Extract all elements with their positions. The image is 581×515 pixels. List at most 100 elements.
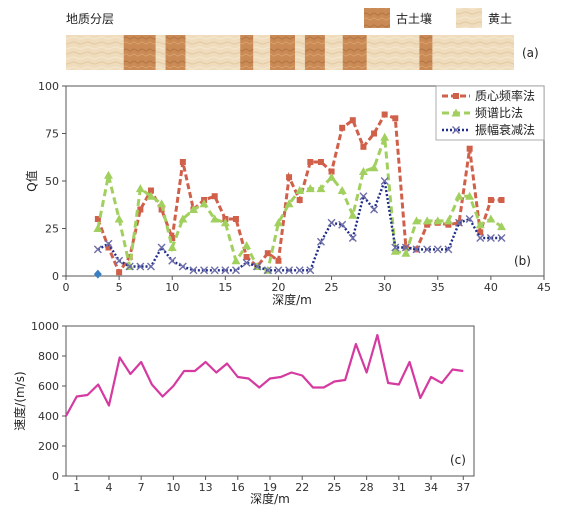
c-xtick-label-0: 1 — [73, 481, 80, 494]
b-series-0-point-7 — [169, 235, 176, 241]
b-series-2-point-21 — [316, 237, 325, 246]
b-series-0-point-5 — [147, 187, 154, 194]
b-series-1-point-1 — [103, 170, 113, 179]
b-ytick-label-0: 0 — [52, 270, 59, 283]
b-series-1-point-10 — [199, 199, 209, 208]
b-series-1-point-28 — [390, 246, 400, 255]
b-series-0-point-33 — [445, 221, 452, 228]
legend-marker-2 — [452, 126, 460, 134]
b-series-1-point-32 — [433, 216, 443, 225]
b-series-1-point-19 — [295, 186, 305, 194]
b-series-1-point-6 — [157, 199, 167, 208]
b-ytick-label-3: 75 — [45, 128, 59, 141]
b-series-1-point-21 — [316, 184, 326, 193]
b-xtick-label-8: 40 — [484, 281, 498, 294]
b-series-2-point-12 — [221, 266, 230, 275]
b-series-2-point-34 — [455, 218, 464, 227]
legend-marker-0 — [453, 93, 459, 99]
paleosol-layer-1 — [165, 35, 186, 70]
b-series-0-point-14 — [243, 254, 250, 260]
c-xtick-label-6: 19 — [263, 481, 277, 494]
b-series-2-point-9 — [189, 266, 198, 275]
b-series-0-point-35 — [466, 145, 473, 152]
paleosol-layer-3 — [270, 35, 295, 70]
b-series-1-point-5 — [146, 191, 156, 200]
b-series-0-point-26 — [371, 130, 378, 137]
b-series-2-point-6 — [157, 243, 166, 252]
b-series-2-point-22 — [327, 218, 336, 227]
panel-c-ylabel: 速度/(m/s) — [12, 371, 27, 430]
b-series-0-point-0 — [94, 216, 101, 222]
b-series-2-point-23 — [338, 220, 347, 229]
panel-c-xlabel: 深度/m — [250, 491, 290, 506]
panel-c-axes: 1 4 7 10 13 16 19 22 25 28 31 34 37 0 200 400 600 800 1000 — [31, 320, 470, 494]
b-series-2-point-30 — [412, 245, 421, 254]
b-series-1-point-4 — [135, 184, 145, 193]
b-series-1-point-0 — [93, 224, 103, 232]
b-series-1-point-22 — [327, 172, 337, 181]
b-series-0-point-18 — [286, 174, 293, 181]
panel-a-label: (a) — [522, 46, 539, 60]
b-series-0-point-28 — [392, 115, 399, 122]
b-ytick-label-4: 100 — [38, 80, 59, 93]
c-xtick-label-2: 7 — [138, 481, 145, 494]
b-extra-point — [93, 269, 102, 279]
b-series-2-point-11 — [210, 266, 219, 275]
panel-c-frame — [65, 325, 475, 477]
b-series-2-point-33 — [444, 245, 453, 254]
b-series-2-point-32 — [433, 245, 442, 254]
panel-c-label: (c) — [450, 453, 466, 467]
b-series-0-point-2 — [116, 269, 123, 276]
b-series-2-point-37 — [486, 234, 495, 242]
b-series-2-point-18 — [285, 266, 294, 275]
b-series-1-point-37 — [486, 214, 496, 223]
b-series-2-point-3 — [125, 262, 134, 271]
c-xtick-label-1: 4 — [105, 481, 112, 494]
c-ytick-label-5: 1000 — [31, 320, 59, 333]
b-series-2-point-24 — [348, 234, 357, 242]
b-ytick-label-2: 50 — [45, 175, 59, 188]
b-series-2-point-15 — [253, 262, 262, 271]
panel-a-title: 地质分层 — [66, 12, 114, 26]
legend-marker-1 — [451, 108, 461, 117]
b-xtick-label-2: 10 — [165, 281, 179, 294]
b-series-2-point-7 — [168, 256, 177, 265]
b-series-1-point-17 — [273, 218, 283, 227]
b-series-1-point-2 — [114, 214, 124, 223]
b-series-1-point-8 — [178, 214, 188, 223]
b-series-2-point-1 — [104, 239, 113, 248]
b-series-2-point-36 — [476, 234, 485, 242]
legend-paleosol-label: 古土壤 — [396, 11, 432, 26]
b-xtick-label-6: 30 — [378, 281, 392, 294]
legend-loess-label: 黄土 — [488, 12, 512, 26]
b-series-0-point-21 — [317, 159, 324, 165]
panel-c: 1 4 7 10 13 16 19 22 25 28 31 34 37 0 200 400 600 800 1000… — [12, 320, 475, 506]
b-series-0-point-31 — [424, 221, 431, 228]
b-series-2-point-5 — [146, 262, 155, 271]
b-series-1-point-13 — [231, 256, 241, 265]
b-series-1-point-26 — [369, 163, 379, 172]
b-series-2-point-10 — [200, 266, 209, 275]
b-series-0-point-13 — [232, 216, 239, 222]
paleosol-layer-4 — [304, 35, 325, 70]
b-ytick-label-1: 25 — [45, 223, 59, 236]
b-series-2-point-31 — [423, 245, 432, 254]
b-series-1-point-34 — [454, 191, 464, 200]
b-series-0-point-8 — [179, 159, 186, 165]
c-xtick-label-3: 10 — [166, 481, 180, 494]
b-series-0-point-4 — [137, 206, 144, 213]
b-series-1-point-9 — [188, 205, 198, 213]
legend-label-2: 振幅衰减法 — [475, 122, 535, 137]
c-ytick-label-2: 400 — [38, 410, 59, 423]
b-series-0-point-22 — [328, 168, 335, 175]
paleosol-layers — [123, 35, 433, 70]
b-series-2-point-16 — [263, 266, 272, 275]
b-series-2-point-35 — [465, 215, 474, 223]
b-series-2-point-26 — [370, 205, 379, 214]
paleosol-layer-6 — [419, 35, 433, 70]
c-ytick-label-1: 200 — [38, 440, 59, 453]
paleosol-layer-0 — [123, 35, 156, 70]
b-series-1-point-30 — [412, 216, 422, 225]
c-xtick-label-10: 31 — [392, 481, 406, 494]
